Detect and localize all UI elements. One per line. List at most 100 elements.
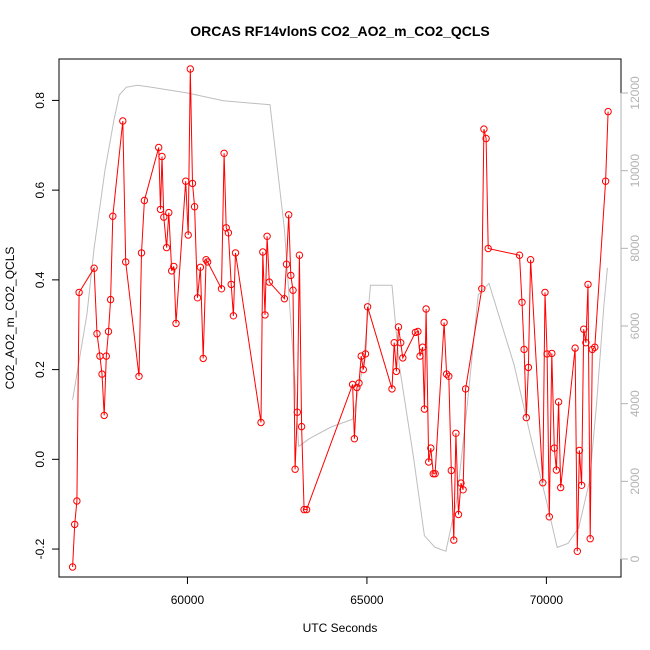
data-point bbox=[217, 285, 226, 293]
data-point bbox=[575, 446, 584, 455]
y-tick-label: 0.8 bbox=[33, 92, 47, 109]
y-tick-label: 0.0 bbox=[33, 451, 47, 468]
data-point bbox=[302, 505, 311, 514]
data-point bbox=[172, 319, 180, 328]
data-point bbox=[75, 288, 83, 297]
data-point bbox=[539, 479, 547, 487]
data-point bbox=[300, 505, 308, 514]
data-point bbox=[285, 211, 293, 219]
data-point bbox=[588, 345, 596, 354]
data-point bbox=[586, 535, 594, 543]
data-point bbox=[515, 251, 524, 259]
data-point bbox=[257, 418, 265, 427]
data-point bbox=[459, 486, 467, 494]
data-point bbox=[545, 513, 553, 521]
data-point bbox=[68, 563, 77, 571]
data-point bbox=[162, 243, 171, 252]
data-point bbox=[457, 479, 465, 487]
data-point bbox=[289, 286, 297, 294]
data-point bbox=[220, 149, 228, 158]
data-point bbox=[399, 354, 407, 362]
data-point bbox=[140, 196, 149, 205]
data-point bbox=[182, 177, 190, 185]
data-point bbox=[202, 256, 210, 264]
data-point bbox=[355, 379, 363, 387]
data-point bbox=[482, 134, 490, 143]
data-point bbox=[160, 213, 168, 221]
data-point bbox=[425, 458, 433, 466]
data-point bbox=[170, 262, 178, 271]
series-layer bbox=[68, 65, 612, 571]
data-point bbox=[601, 177, 610, 185]
data-point bbox=[427, 444, 435, 452]
data-point bbox=[104, 327, 113, 336]
data-point bbox=[452, 429, 460, 437]
data-point bbox=[520, 345, 528, 354]
data-point bbox=[440, 318, 448, 327]
data-point bbox=[573, 547, 581, 555]
data-point bbox=[445, 372, 453, 380]
y-tick-label: 0.6 bbox=[33, 181, 47, 198]
data-point bbox=[414, 327, 422, 336]
data-point bbox=[431, 470, 439, 478]
data-point bbox=[259, 248, 267, 256]
data-point bbox=[353, 383, 361, 392]
data-point bbox=[227, 280, 235, 289]
data-point bbox=[165, 208, 173, 217]
data-point bbox=[261, 311, 269, 319]
data-point bbox=[137, 249, 146, 257]
data-point bbox=[291, 465, 299, 473]
data-point bbox=[295, 251, 304, 259]
data-point bbox=[584, 280, 592, 289]
data-point bbox=[199, 354, 207, 363]
y2-tick-label: 2000 bbox=[628, 468, 642, 495]
data-point bbox=[442, 370, 451, 378]
data-point bbox=[168, 267, 176, 275]
data-point bbox=[418, 343, 427, 351]
data-point bbox=[591, 343, 599, 351]
x-axis-label: UTC Seconds bbox=[303, 621, 378, 635]
data-point bbox=[224, 229, 233, 237]
data-point bbox=[450, 536, 458, 544]
data-point bbox=[484, 244, 492, 253]
y-tick-label: -0.2 bbox=[33, 538, 47, 559]
x-tick-label: 70000 bbox=[530, 593, 564, 607]
x-tick-label: 65000 bbox=[350, 593, 384, 607]
data-point bbox=[518, 298, 526, 306]
data-point bbox=[263, 232, 271, 241]
altitude-line bbox=[72, 84, 608, 552]
data-point bbox=[422, 305, 430, 313]
y2-tick-label: 8000 bbox=[628, 235, 642, 262]
data-point bbox=[524, 363, 533, 372]
data-point bbox=[203, 258, 212, 266]
data-point bbox=[135, 372, 143, 380]
chart-title: ORCAS RF14vlonS CO2_AO2_m_CO2_QCLS bbox=[190, 23, 490, 39]
data-point bbox=[420, 405, 429, 413]
data-point bbox=[106, 295, 115, 304]
data-point bbox=[109, 212, 117, 220]
data-point bbox=[186, 65, 195, 73]
data-point bbox=[231, 249, 240, 257]
data-point bbox=[361, 350, 370, 358]
data-point bbox=[188, 179, 197, 188]
data-point bbox=[526, 256, 535, 264]
data-point bbox=[447, 466, 455, 475]
data-point bbox=[156, 205, 165, 214]
data-point bbox=[577, 481, 586, 489]
data-point bbox=[461, 385, 470, 393]
data-point bbox=[155, 143, 163, 152]
data-point bbox=[98, 370, 106, 378]
y-axis-label: CO2_AO2_m_CO2_QCLS bbox=[3, 247, 17, 390]
data-point bbox=[480, 125, 488, 133]
data-point bbox=[102, 352, 111, 360]
data-point bbox=[548, 349, 556, 358]
data-point bbox=[193, 294, 202, 302]
data-point bbox=[397, 339, 405, 347]
y2-tick-label: 10000 bbox=[628, 154, 642, 188]
data-point bbox=[552, 466, 561, 474]
data-point bbox=[580, 325, 588, 333]
x-tick-label: 60000 bbox=[171, 593, 205, 607]
data-point bbox=[73, 497, 81, 505]
y2-axis: 0 2000 4000 6000 8000 10000 12000 bbox=[620, 76, 642, 562]
data-point bbox=[350, 435, 359, 443]
